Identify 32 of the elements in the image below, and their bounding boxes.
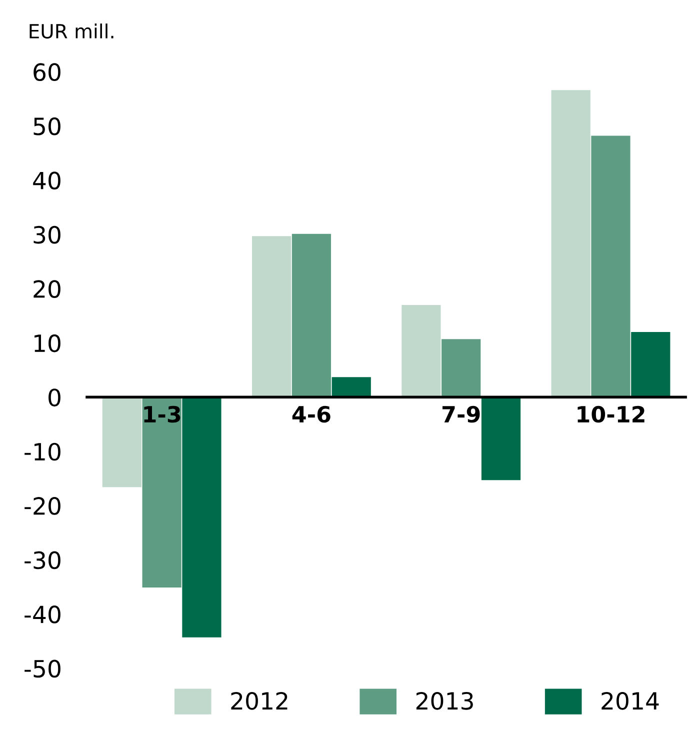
bar <box>551 90 590 398</box>
x-tick-label: 10-12 <box>578 406 644 423</box>
bar <box>402 304 441 398</box>
bar <box>591 136 630 398</box>
y-tick-label: 50 <box>34 117 60 136</box>
y-tick-label: 40 <box>33 172 60 190</box>
bar <box>631 332 670 398</box>
y-tick-label: 10 <box>34 334 60 352</box>
y-tick-label: -50 <box>24 660 60 678</box>
y-tick-label: 30 <box>34 226 60 244</box>
x-tick-label: 1-3 <box>144 406 180 423</box>
y-tick-label: 0 <box>48 388 60 406</box>
y-axis-title: EUR mill. <box>30 24 114 39</box>
y-tick-label: 20 <box>34 280 60 298</box>
legend-label: 2012 <box>231 692 288 710</box>
bar <box>481 397 521 480</box>
bar <box>332 377 371 398</box>
y-tick-label: 60 <box>34 63 60 82</box>
bar <box>442 339 481 398</box>
bar <box>142 397 182 588</box>
legend-label: 2014 <box>602 692 659 710</box>
bar <box>252 236 292 398</box>
y-tick-label: -20 <box>24 497 60 515</box>
x-tick-label: 7-9 <box>442 406 480 423</box>
x-tick-label: 4-6 <box>292 406 330 423</box>
bar <box>102 397 142 488</box>
y-tick-label: -40 <box>24 606 60 624</box>
legend-label: 2013 <box>416 692 473 710</box>
y-tick-label: -30 <box>24 551 60 570</box>
bar <box>292 234 332 398</box>
y-tick-label: -10 <box>24 442 60 461</box>
bar <box>182 397 222 638</box>
